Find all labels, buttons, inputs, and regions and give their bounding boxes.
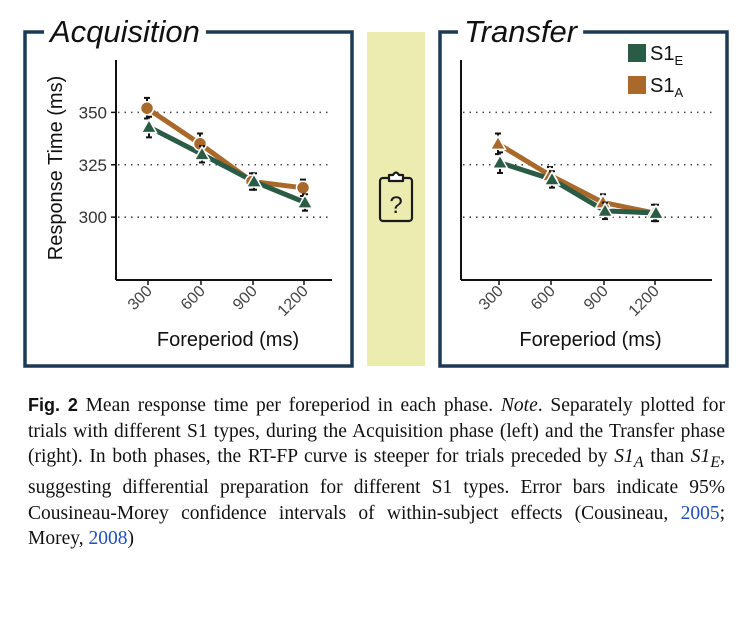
- chart-panel-acquisition: Acquisition 300 325 350 Response Time (ms) 30…: [23, 14, 354, 368]
- caption-text-2: . Separately plotted for trials with dif…: [28, 395, 725, 467]
- question-mark: ?: [389, 192, 402, 219]
- data-point-s1a: [139, 100, 155, 116]
- x-tick-label: 1200: [275, 283, 312, 320]
- data-point-s1e: [193, 145, 211, 161]
- caption-text-1: Mean response time per foreperiod in eac…: [77, 395, 501, 416]
- y-tick-label: 350: [79, 103, 107, 122]
- data-point-s1e: [296, 193, 314, 209]
- chart-title: Transfer: [464, 14, 579, 49]
- x-tick-label: 600: [178, 283, 209, 314]
- data-point-s1a: [489, 134, 507, 151]
- data-point-s1e: [543, 170, 561, 186]
- data-point-s1e: [491, 153, 509, 170]
- legend-swatch-e: [628, 44, 646, 62]
- data-point-s1e: [140, 118, 158, 134]
- caption-text-4: , suggesting differential preparation fo…: [28, 446, 726, 524]
- y-tick-label: 300: [79, 208, 107, 227]
- figure-caption: Fig. 2 Mean response time per foreperiod…: [28, 393, 725, 552]
- data-point-s1a: [295, 180, 311, 196]
- citation-link-2005[interactable]: 2005: [680, 502, 720, 524]
- legend-swatch-a: [628, 76, 646, 94]
- x-tick-label: 300: [476, 283, 507, 314]
- legend-label-a: S1A: [650, 75, 683, 100]
- x-tick-label: 300: [125, 283, 156, 314]
- caption-text-3: than: [643, 446, 691, 467]
- clipboard-question-icon: ?: [378, 171, 414, 223]
- figure: ? Acquisition 300 325 350 Response Time (ms) 3…: [23, 14, 729, 368]
- caption-label: Fig. 2: [28, 395, 78, 415]
- caption-text-5: ; Morey,: [28, 502, 725, 550]
- series-line-s1e: [499, 160, 657, 216]
- x-axis-label: Foreperiod (ms): [157, 329, 299, 351]
- data-point-s1e: [596, 201, 614, 218]
- middle-strip: [367, 32, 425, 366]
- chart-title: Acquisition: [48, 14, 200, 49]
- x-tick-label: 900: [230, 283, 261, 314]
- caption-text-6: ): [127, 528, 134, 550]
- legend-label-e: S1E: [650, 43, 683, 68]
- panel-frame: [23, 30, 354, 368]
- data-point-s1a: [192, 136, 208, 152]
- y-tick-label: 325: [79, 156, 107, 175]
- series-line-s1a: [145, 106, 304, 191]
- clipboard-clip: [387, 171, 405, 183]
- caption-note: Note: [500, 395, 538, 416]
- data-point-s1e: [245, 172, 263, 188]
- caption-math-s1e: S1E: [690, 446, 721, 471]
- x-axis-label: Foreperiod (ms): [519, 329, 661, 351]
- x-tick-label: 900: [581, 283, 612, 314]
- series-line-s1a: [496, 141, 655, 216]
- citation-link-2008[interactable]: 2008: [88, 528, 128, 550]
- x-tick-label: 600: [528, 283, 559, 314]
- caption-math-s1a: S1A: [614, 446, 644, 471]
- panel-frame: [438, 30, 729, 368]
- data-point-s1e: [647, 203, 665, 220]
- series-line-s1e: [147, 124, 306, 205]
- y-axis-label: Response Time (ms): [45, 76, 67, 261]
- x-tick-label: 1200: [626, 283, 663, 320]
